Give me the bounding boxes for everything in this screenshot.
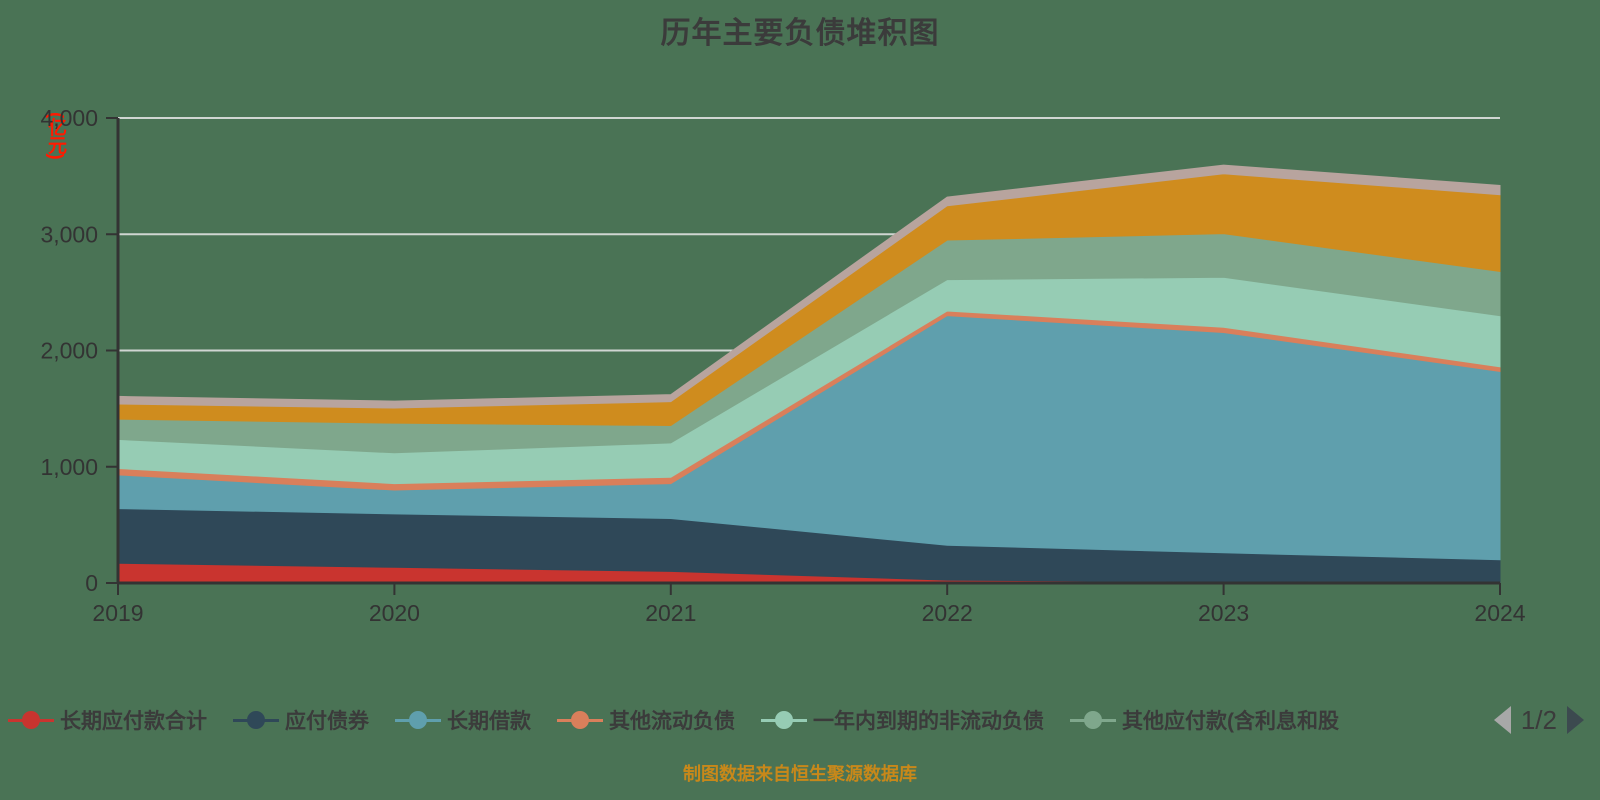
y-axis-ticks: 0 1,000 2,000 3,000 4,000 — [40, 105, 118, 596]
legend-label-0: 长期应付款合计 — [60, 710, 207, 733]
y-axis-tick-label: 4,000 — [40, 105, 98, 131]
legend-marker-icon-1 — [233, 709, 279, 731]
pagination-prev-arrow-icon[interactable] — [1493, 706, 1511, 734]
x-axis-tick-label: 2020 — [369, 600, 420, 626]
legend-label-5: 其他应付款(含利息和股 — [1122, 710, 1339, 733]
legend-label-4: 一年内到期的非流动负债 — [813, 710, 1044, 733]
chart-legend: 长期应付款合计 应付债券 长期借款 其他流动负债 — [0, 698, 1600, 742]
legend-item-3[interactable]: 其他流动负债 — [557, 705, 735, 735]
legend-item-2[interactable]: 长期借款 — [395, 705, 531, 735]
pagination-label: 1/2 — [1520, 704, 1557, 735]
y-axis-tick-label: 0 — [85, 570, 98, 596]
legend-item-5[interactable]: 其他应付款(含利息和股 — [1070, 705, 1339, 735]
x-axis-tick-label: 2019 — [92, 600, 143, 626]
legend-label-3: 其他流动负债 — [609, 710, 735, 733]
x-axis-ticks: 2019 2020 2021 2022 2023 2024 — [92, 583, 1526, 626]
legend-marker-icon-4 — [761, 709, 807, 731]
legend-item-4[interactable]: 一年内到期的非流动负债 — [761, 705, 1044, 735]
legend-label-2: 长期借款 — [447, 710, 531, 733]
legend-marker-icon-0 — [8, 709, 54, 731]
pagination-next-arrow-icon[interactable] — [1567, 706, 1584, 734]
legend-dot-5 — [1084, 711, 1102, 729]
legend-marker-icon-3 — [557, 709, 603, 731]
area-series — [117, 164, 1501, 409]
y-axis-tick-label: 3,000 — [40, 221, 98, 247]
legend-item-1[interactable]: 应付债券 — [233, 705, 369, 735]
x-axis-tick-label: 2021 — [645, 600, 696, 626]
legend-dot-1 — [247, 711, 265, 729]
area-series-group — [117, 164, 1501, 584]
legend-dot-2 — [409, 711, 427, 729]
legend-marker-icon-2 — [395, 709, 441, 731]
y-axis-tick-label: 2,000 — [40, 338, 98, 364]
y-axis-tick-label: 1,000 — [40, 454, 98, 480]
legend-marker-icon-5 — [1070, 709, 1116, 731]
page-title: 历年主要负债堆积图 — [660, 17, 940, 50]
legend-dot-0 — [22, 711, 40, 729]
legend-label-1: 应付债券 — [285, 710, 369, 733]
x-axis-tick-label: 2022 — [922, 600, 973, 626]
legend-dot-3 — [571, 711, 589, 729]
data-source-note: 制图数据来自恒生聚源数据库 — [683, 764, 917, 784]
y-axis-unit-label: (亿元) — [45, 112, 66, 159]
legend-dot-4 — [775, 711, 793, 729]
legend-pagination: 1/2 — [1484, 705, 1594, 736]
x-axis-tick-label: 2024 — [1474, 600, 1525, 626]
x-axis-tick-label: 2023 — [1198, 600, 1249, 626]
legend-item-0[interactable]: 长期应付款合计 — [8, 705, 207, 735]
